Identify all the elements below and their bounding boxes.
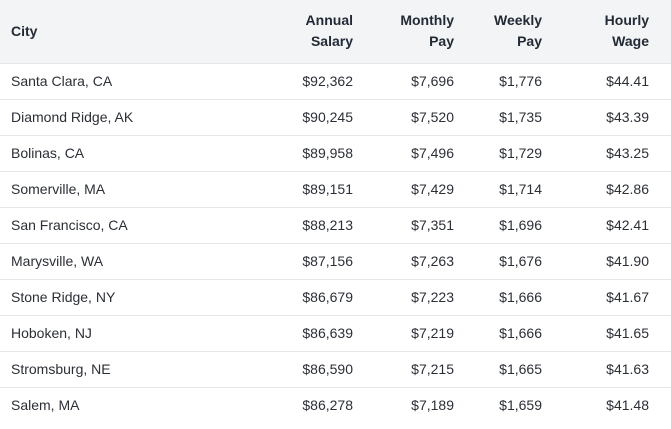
cell-annual-salary: $86,590 — [302, 361, 353, 377]
table-row: San Francisco, CA $88,213 $7,351 $1,696 … — [0, 207, 671, 243]
cell-monthly-pay: $7,263 — [411, 253, 454, 269]
cell-hourly-wage: $43.39 — [606, 109, 649, 125]
cell-hourly-wage: $42.86 — [606, 181, 649, 197]
cell-weekly-pay: $1,776 — [499, 73, 542, 89]
cell-weekly-pay: $1,676 — [499, 253, 542, 269]
cell-city: Diamond Ridge, AK — [11, 109, 134, 125]
cell-annual-salary: $86,639 — [302, 325, 353, 341]
cell-annual-salary: $92,362 — [302, 73, 353, 89]
table-row: Hoboken, NJ $86,639 $7,219 $1,666 $41.65 — [0, 315, 671, 351]
cell-hourly-wage: $41.65 — [606, 325, 649, 341]
table-body: Santa Clara, CA $92,362 $7,696 $1,776 $4… — [0, 63, 671, 423]
table-header: City Annual Salary Monthly Pay Weekly Pa… — [0, 0, 671, 63]
cell-annual-salary: $87,156 — [302, 253, 353, 269]
cell-annual-salary: $86,679 — [302, 289, 353, 305]
cell-city: Stone Ridge, NY — [11, 289, 116, 305]
cell-city: Somerville, MA — [11, 181, 106, 197]
table-row: Salem, MA $86,278 $7,189 $1,659 $41.48 — [0, 387, 671, 423]
cell-weekly-pay: $1,665 — [499, 361, 542, 377]
cell-city: Salem, MA — [11, 397, 80, 414]
cell-monthly-pay: $7,351 — [411, 217, 454, 233]
column-header-hourly-line1: Hourly — [604, 12, 649, 29]
table-row: Bolinas, CA $89,958 $7,496 $1,729 $43.25 — [0, 135, 671, 171]
cell-weekly-pay: $1,729 — [499, 145, 542, 161]
cell-hourly-wage: $41.90 — [606, 253, 649, 269]
table-row: Marysville, WA $87,156 $7,263 $1,676 $41… — [0, 243, 671, 279]
cell-annual-salary: $89,151 — [302, 181, 353, 197]
cell-hourly-wage: $41.67 — [606, 289, 649, 305]
column-header-weekly-pay: Weekly Pay — [465, 0, 563, 63]
column-header-annual-line1: Annual — [305, 12, 353, 29]
column-header-weekly-line1: Weekly — [494, 12, 542, 29]
cell-city: Marysville, WA — [11, 253, 104, 269]
cell-monthly-pay: $7,696 — [411, 73, 454, 89]
cell-annual-salary: $86,278 — [302, 397, 353, 414]
column-header-city: City — [0, 0, 252, 63]
cell-hourly-wage: $44.41 — [606, 73, 649, 89]
cell-monthly-pay: $7,496 — [411, 145, 454, 161]
cell-weekly-pay: $1,666 — [499, 325, 542, 341]
cell-monthly-pay: $7,215 — [411, 361, 454, 377]
cell-city: Bolinas, CA — [11, 145, 85, 161]
cell-hourly-wage: $43.25 — [606, 145, 649, 161]
cell-annual-salary: $90,245 — [302, 109, 353, 125]
cell-city: Hoboken, NJ — [11, 325, 92, 341]
column-header-weekly-line2: Pay — [517, 33, 542, 50]
table-row: Diamond Ridge, AK $90,245 $7,520 $1,735 … — [0, 99, 671, 135]
column-header-city-label: City — [11, 22, 38, 39]
cell-city: Santa Clara, CA — [11, 73, 113, 89]
cell-city: Stromsburg, NE — [11, 361, 111, 377]
cell-monthly-pay: $7,223 — [411, 289, 454, 305]
cell-weekly-pay: $1,659 — [499, 397, 542, 414]
header-row: City Annual Salary Monthly Pay Weekly Pa… — [0, 0, 671, 63]
column-header-hourly-wage: Hourly Wage — [563, 0, 671, 63]
cell-monthly-pay: $7,429 — [411, 181, 454, 197]
cell-weekly-pay: $1,714 — [499, 181, 542, 197]
cell-monthly-pay: $7,219 — [411, 325, 454, 341]
cell-weekly-pay: $1,735 — [499, 109, 542, 125]
cell-hourly-wage: $42.41 — [606, 217, 649, 233]
cell-monthly-pay: $7,520 — [411, 109, 454, 125]
column-header-monthly-pay: Monthly Pay — [362, 0, 465, 63]
cell-hourly-wage: $41.63 — [606, 361, 649, 377]
column-header-monthly-line2: Pay — [429, 33, 454, 50]
cell-monthly-pay: $7,189 — [411, 397, 454, 414]
cell-weekly-pay: $1,696 — [499, 217, 542, 233]
cell-weekly-pay: $1,666 — [499, 289, 542, 305]
column-header-monthly-line1: Monthly — [400, 12, 454, 29]
column-header-annual-line2: Salary — [310, 33, 353, 50]
table-row: Santa Clara, CA $92,362 $7,696 $1,776 $4… — [0, 63, 671, 99]
column-header-annual-salary: Annual Salary — [252, 0, 362, 63]
table-row: Stromsburg, NE $86,590 $7,215 $1,665 $41… — [0, 351, 671, 387]
table-row: Somerville, MA $89,151 $7,429 $1,714 $42… — [0, 171, 671, 207]
table-row: Stone Ridge, NY $86,679 $7,223 $1,666 $4… — [0, 279, 671, 315]
cell-hourly-wage: $41.48 — [606, 397, 649, 414]
cell-annual-salary: $89,958 — [302, 145, 353, 161]
column-header-hourly-line2: Wage — [612, 33, 649, 50]
cell-annual-salary: $88,213 — [302, 217, 353, 233]
cell-city: San Francisco, CA — [11, 217, 128, 233]
